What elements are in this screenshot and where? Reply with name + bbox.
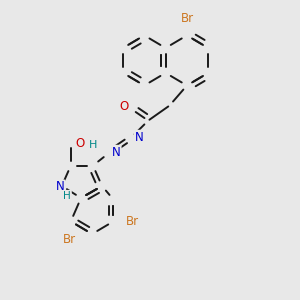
Text: Br: Br <box>63 233 76 246</box>
Text: N: N <box>135 130 144 144</box>
Text: O: O <box>120 100 129 113</box>
Text: Br: Br <box>126 215 140 228</box>
Text: O: O <box>76 137 85 150</box>
Text: N: N <box>56 180 65 194</box>
Text: H: H <box>89 140 98 150</box>
Text: H: H <box>63 190 71 201</box>
Text: N: N <box>112 146 121 159</box>
Text: Br: Br <box>181 11 194 25</box>
